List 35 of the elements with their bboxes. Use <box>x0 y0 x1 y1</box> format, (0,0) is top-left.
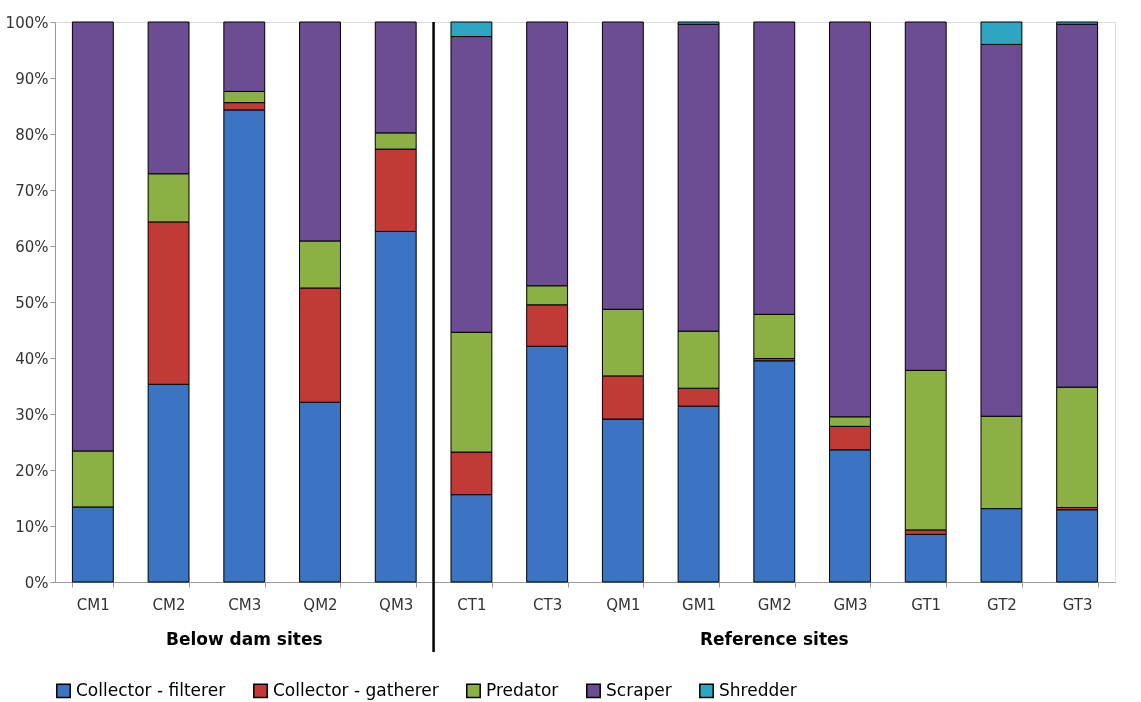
text: Reference sites <box>699 629 849 649</box>
x-tick-label: QM1 <box>606 595 641 614</box>
y-tick-label: 60% <box>15 237 49 256</box>
x-tick-label: QM3 <box>379 595 414 614</box>
x-tick-label: QM2 <box>303 595 338 614</box>
bar <box>753 360 796 583</box>
x-tick-label: CT3 <box>533 595 563 614</box>
x-tick-label: CM1 <box>76 595 110 614</box>
bar <box>1056 509 1099 583</box>
y-tick-label: 90% <box>15 69 49 88</box>
y-tick-label: 50% <box>15 293 49 312</box>
x-tick-label: GM1 <box>682 595 717 614</box>
legend-label: Predator <box>486 679 559 700</box>
x-tick-label: GM3 <box>833 595 868 614</box>
y-tick-label: 40% <box>15 349 49 368</box>
x-tick-label: CT1 <box>457 595 487 614</box>
y-tick-label: 80% <box>15 125 49 144</box>
x-tick-label: GT2 <box>987 595 1017 614</box>
x-tick-label: GT1 <box>911 595 942 614</box>
x-tick-label: GM2 <box>757 595 792 614</box>
y-tick-label: 100% <box>5 13 49 32</box>
bar <box>904 533 947 583</box>
y-tick-label: 30% <box>15 405 49 424</box>
y-tick-label: 70% <box>15 181 49 200</box>
x-tick-label: CM2 <box>152 595 186 614</box>
legend-label: Scraper <box>606 679 672 700</box>
x-tick-label: GT3 <box>1062 595 1093 614</box>
y-tick-label: 10% <box>15 517 49 536</box>
legend-label: Collector - filterer <box>76 679 226 700</box>
text: Below dam sites <box>165 629 323 649</box>
legend-label: Collector - gatherer <box>273 679 439 700</box>
y-tick-label: 20% <box>15 461 49 480</box>
legend-label: Shredder <box>719 679 797 700</box>
x-tick-label: CM3 <box>228 595 262 614</box>
y-tick-label: 0% <box>24 573 49 592</box>
